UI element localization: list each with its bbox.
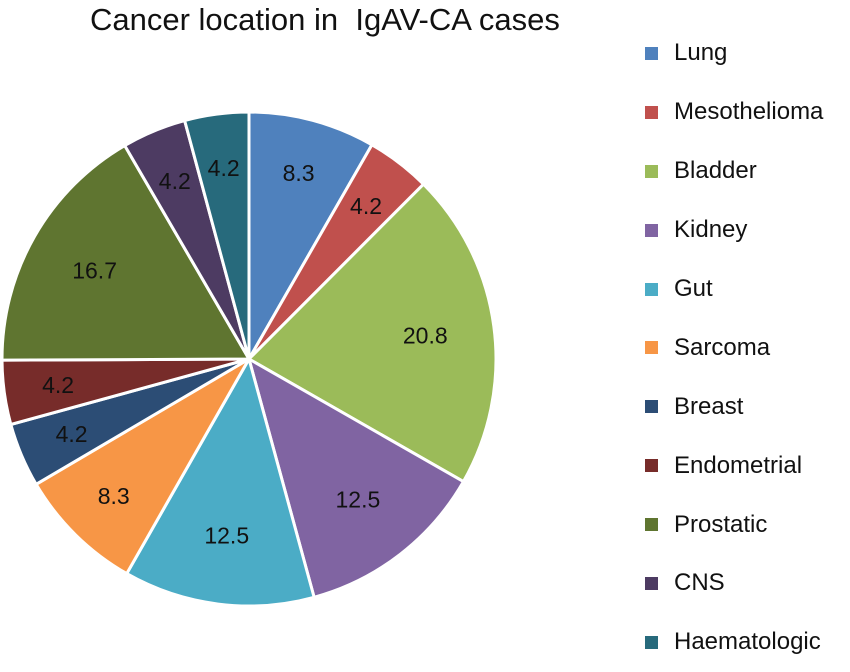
legend-item-breast: Breast <box>645 377 823 436</box>
data-label-endometrial: 4.2 <box>42 372 74 398</box>
legend-item-gut: Gut <box>645 260 823 319</box>
legend-swatch <box>645 223 658 237</box>
legend-swatch <box>645 282 658 296</box>
legend-label: Kidney <box>674 216 748 244</box>
data-label-kidney: 12.5 <box>336 487 381 513</box>
data-label-haematologic: 4.2 <box>208 155 240 181</box>
chart-title: Cancer location in IgAV-CA cases <box>90 2 560 37</box>
pie-slice-lung <box>247 110 374 365</box>
data-label-gut: 12.5 <box>204 522 249 548</box>
pie-slice-kidney <box>246 355 466 600</box>
legend-label: Haematologic <box>674 628 821 656</box>
legend-item-mesothelioma: Mesothelioma <box>645 83 823 142</box>
data-label-bladder: 20.8 <box>403 322 448 348</box>
legend-swatch <box>645 518 658 532</box>
pie-chart: 8.3 4.2 20.8 12.5 12.5 8.3 4.2 4.2 16.7 4.2 4.2 <box>0 110 498 608</box>
data-label-lung: 8.3 <box>283 160 315 186</box>
legend-item-cns: CNS <box>645 554 823 613</box>
legend-swatch <box>645 105 658 119</box>
legend-label: Lung <box>674 39 728 67</box>
data-label-breast: 4.2 <box>56 421 88 447</box>
legend: Lung Mesothelioma Bladder Kidney Gut Sarcoma B… <box>645 24 823 672</box>
legend-item-kidney: Kidney <box>645 201 823 260</box>
data-label-sarcoma: 8.3 <box>98 483 130 509</box>
legend-swatch <box>645 635 658 649</box>
pie-slice-prostatic <box>0 143 252 362</box>
legend-label: Breast <box>674 392 744 420</box>
legend-item-prostatic: Prostatic <box>645 495 823 554</box>
data-label-cns: 4.2 <box>159 168 191 194</box>
legend-swatch <box>645 576 658 590</box>
legend-label: CNS <box>674 569 725 597</box>
data-label-prostatic: 16.7 <box>72 258 117 284</box>
legend-item-lung: Lung <box>645 24 823 83</box>
legend-item-bladder: Bladder <box>645 142 823 201</box>
pie-slice-gut <box>124 355 316 608</box>
legend-item-sarcoma: Sarcoma <box>645 318 823 377</box>
legend-label: Bladder <box>674 157 757 185</box>
pie-slice-bladder <box>246 182 498 484</box>
legend-label: Prostatic <box>674 510 768 538</box>
legend-item-endometrial: Endometrial <box>645 436 823 495</box>
legend-swatch <box>645 164 658 178</box>
legend-item-haematologic: Haematologic <box>645 613 823 672</box>
pie-slice-sarcoma <box>34 354 254 576</box>
legend-swatch <box>645 341 658 355</box>
legend-swatch <box>645 46 658 60</box>
legend-label: Endometrial <box>674 451 803 479</box>
pie-slice-haematologic <box>182 110 251 360</box>
legend-label: Gut <box>674 275 713 302</box>
data-label-mesothelioma: 4.2 <box>350 193 382 219</box>
legend-label: Sarcoma <box>674 333 771 361</box>
legend-swatch <box>645 459 658 473</box>
legend-swatch <box>645 400 658 414</box>
legend-label: Mesothelioma <box>674 98 824 126</box>
